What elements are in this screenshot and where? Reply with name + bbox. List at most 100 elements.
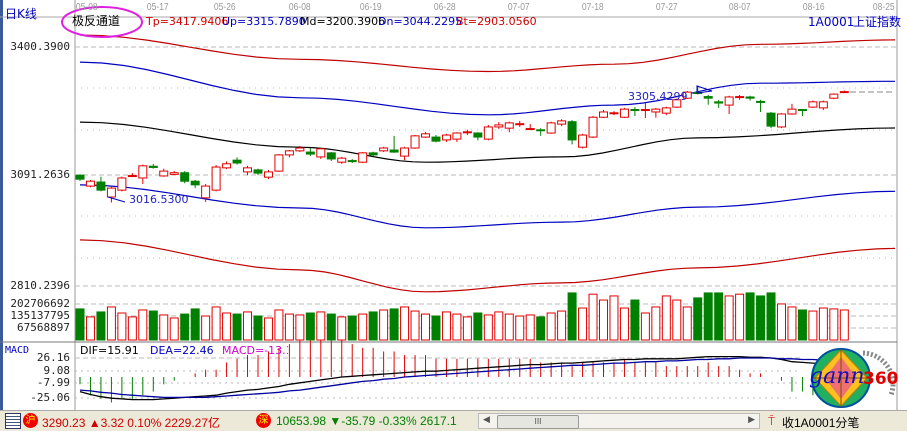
candle-body (169, 172, 179, 175)
candle (243, 165, 253, 176)
candle (525, 124, 535, 131)
candle-body (201, 185, 211, 199)
scroll-thumb[interactable]: III (497, 415, 579, 429)
candle-body (839, 91, 849, 94)
candle-body (766, 112, 776, 127)
volume-bar (368, 311, 378, 341)
candle (368, 151, 378, 157)
volume-bar (326, 313, 336, 341)
volume-bar (693, 297, 703, 341)
quote-scrollbar[interactable]: ◀ III ▶ (478, 413, 760, 429)
date-tick-label: 06-19 (359, 2, 382, 13)
candle (536, 128, 546, 136)
candle (85, 180, 95, 188)
candle-body (284, 150, 294, 156)
volume-bar (211, 306, 221, 341)
candle (201, 184, 211, 202)
volume-bar (829, 308, 839, 341)
volume-bar (473, 312, 483, 341)
macd-title[interactable]: MACD (5, 345, 30, 356)
scroll-left-arrow-icon[interactable]: ◀ (483, 415, 490, 425)
candle (263, 169, 273, 180)
date-tick-label: 08-25 (872, 2, 895, 13)
volume-bar (96, 311, 106, 341)
candle-body (379, 147, 389, 152)
candle-body (515, 123, 525, 126)
candle-body (222, 163, 232, 169)
candle-body (96, 181, 106, 191)
candle-body (274, 154, 284, 172)
indicator-name[interactable]: 极反通道 (72, 14, 121, 28)
high-price-label: 3305.4299 (628, 90, 688, 103)
candle (661, 106, 671, 116)
candle-body (410, 135, 420, 149)
candle-body (787, 108, 797, 115)
scroll-right-arrow-icon[interactable]: ▶ (748, 415, 755, 425)
candle-body (337, 157, 347, 163)
volume-bar (661, 295, 671, 341)
macd-axis-label: -7.99 (36, 376, 70, 389)
volume-bar (169, 317, 179, 341)
dif-value: DIF=15.91 (80, 344, 139, 357)
period-label[interactable]: 日K线 (5, 7, 37, 21)
volume-bar (389, 308, 399, 341)
candle (599, 109, 608, 119)
candle (797, 109, 807, 117)
candle-body (316, 148, 326, 158)
band-up-line (79, 61, 895, 116)
candle (682, 90, 692, 100)
candle-body (682, 91, 692, 99)
candle (829, 93, 839, 100)
sz-badge[interactable]: 深 (256, 413, 271, 428)
candle-body (567, 121, 577, 141)
logo-text: gann (809, 364, 865, 389)
up-value: Up=3315.7890 (222, 15, 306, 28)
candle-body (640, 109, 650, 112)
candle-body (630, 109, 640, 112)
candle (818, 100, 828, 110)
low-price-label: 3016.5300 (129, 193, 189, 206)
macd-axis-label: -25.06 (30, 391, 70, 404)
volume-bar (284, 313, 294, 341)
sz-index-quote[interactable]: 10653.98 ▼-35.79 -0.33% 2617.1 (276, 414, 457, 428)
candle-body (808, 101, 818, 108)
candle-body (400, 147, 410, 157)
volume-bar (117, 312, 127, 341)
calendar-icon[interactable] (5, 413, 21, 429)
date-tick-label: 06-28 (433, 2, 456, 13)
price-axis-label: 2810.2396 (10, 279, 70, 292)
volume-bar (724, 295, 734, 341)
candle-body (756, 100, 766, 103)
candle (609, 111, 619, 116)
candle (169, 171, 179, 176)
candle (127, 173, 137, 178)
candle (337, 156, 347, 164)
candle (756, 99, 766, 112)
volume-bar (305, 312, 315, 341)
sh-badge[interactable]: 沪 (23, 413, 38, 428)
volume-bar (410, 310, 420, 341)
candle-body (536, 129, 546, 132)
volume-bar (201, 315, 211, 341)
volume-bar (222, 312, 232, 341)
candle-body (483, 126, 493, 140)
candle-body (462, 131, 472, 134)
dif-line (79, 355, 845, 401)
sh-index-quote[interactable]: 3290.23 ▲3.32 0.10% 2229.27亿 (42, 416, 221, 430)
candle-body (85, 180, 95, 187)
volume-bar (347, 315, 357, 341)
dea-value: DEA=22.46 (150, 344, 214, 357)
volume-bar (651, 306, 661, 341)
price-chart[interactable] (0, 0, 907, 410)
candle (462, 129, 472, 136)
candle (159, 168, 169, 177)
candle (232, 157, 242, 165)
candle-body (619, 108, 629, 118)
candle-body (117, 177, 127, 191)
volume-bar (619, 307, 629, 341)
candle (316, 148, 326, 159)
feed-label[interactable]: 收1A0001分笔 (782, 416, 860, 430)
date-tick-label: 05-26 (213, 2, 236, 13)
candle-body (452, 132, 462, 140)
